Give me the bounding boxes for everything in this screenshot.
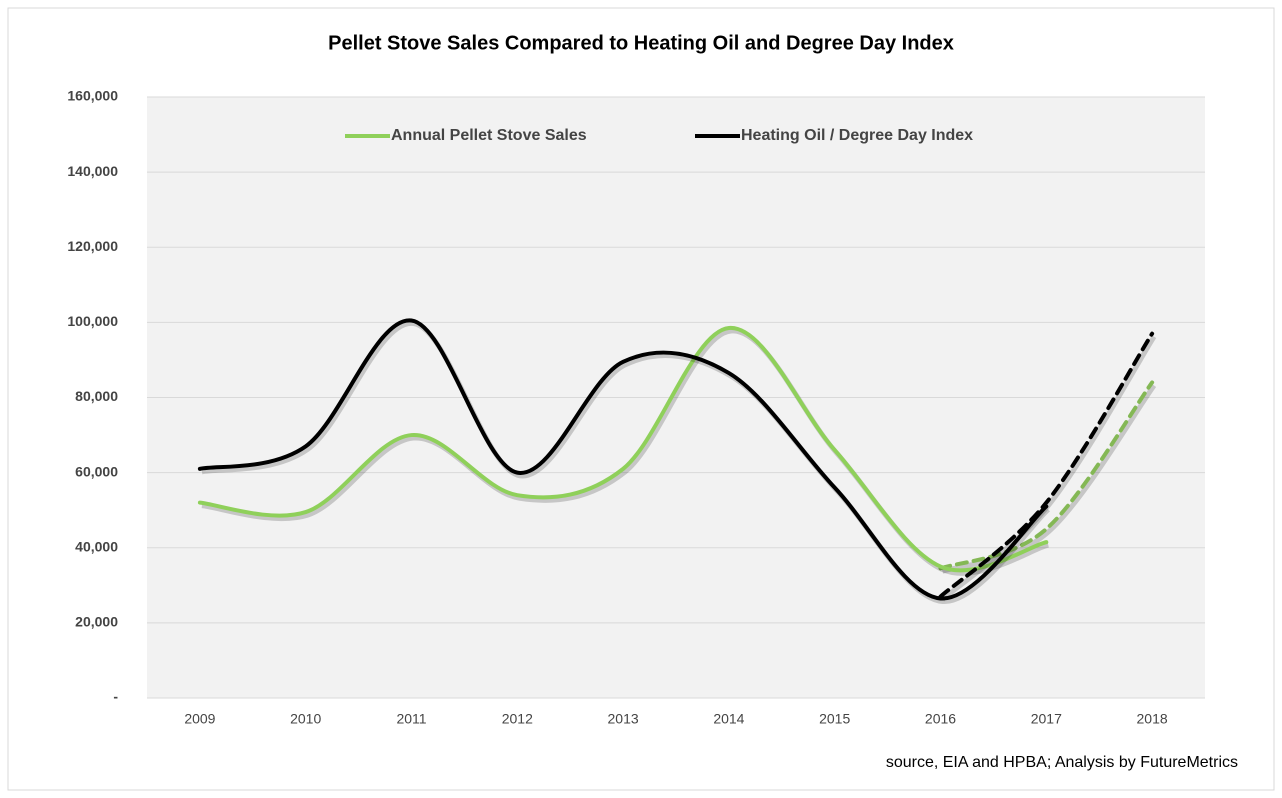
line-shadow (940, 335, 1157, 602)
x-tick-label: 2014 (713, 711, 744, 727)
y-tick-label: 20,000 (75, 614, 118, 630)
forecast-line (938, 331, 1155, 599)
x-tick-label: 2011 (396, 711, 426, 727)
source-note: source, EIA and HPBA; Analysis by Future… (886, 754, 1238, 771)
x-tick-label: 2013 (608, 711, 639, 727)
y-tick-label: 120,000 (67, 238, 118, 254)
x-tick-label: 2015 (819, 711, 850, 727)
x-tick-label: 2017 (1031, 711, 1062, 727)
series-line (197, 326, 1049, 573)
y-tick-label: - (113, 689, 118, 705)
line-shadow (941, 384, 1157, 574)
x-tick-label: 2018 (1137, 711, 1168, 727)
x-tick-label: 2012 (502, 711, 533, 727)
y-tick-label: 140,000 (67, 163, 118, 179)
legend-label: Heating Oil / Degree Day Index (741, 127, 973, 144)
forecast-line (938, 380, 1155, 571)
y-tick-label: 60,000 (75, 463, 118, 479)
chart-title: Pellet Stove Sales Compared to Heating O… (328, 32, 954, 54)
series-line (197, 318, 1049, 601)
y-tick-label: 40,000 (75, 538, 118, 554)
legend-label: Annual Pellet Stove Sales (391, 127, 587, 144)
x-tick-label: 2016 (925, 711, 956, 727)
x-tick-label: 2010 (290, 711, 321, 727)
y-tick-label: 160,000 (67, 88, 118, 104)
y-tick-label: 80,000 (75, 388, 118, 404)
x-tick-label: 2009 (184, 711, 215, 727)
y-tick-label: 100,000 (67, 313, 118, 329)
